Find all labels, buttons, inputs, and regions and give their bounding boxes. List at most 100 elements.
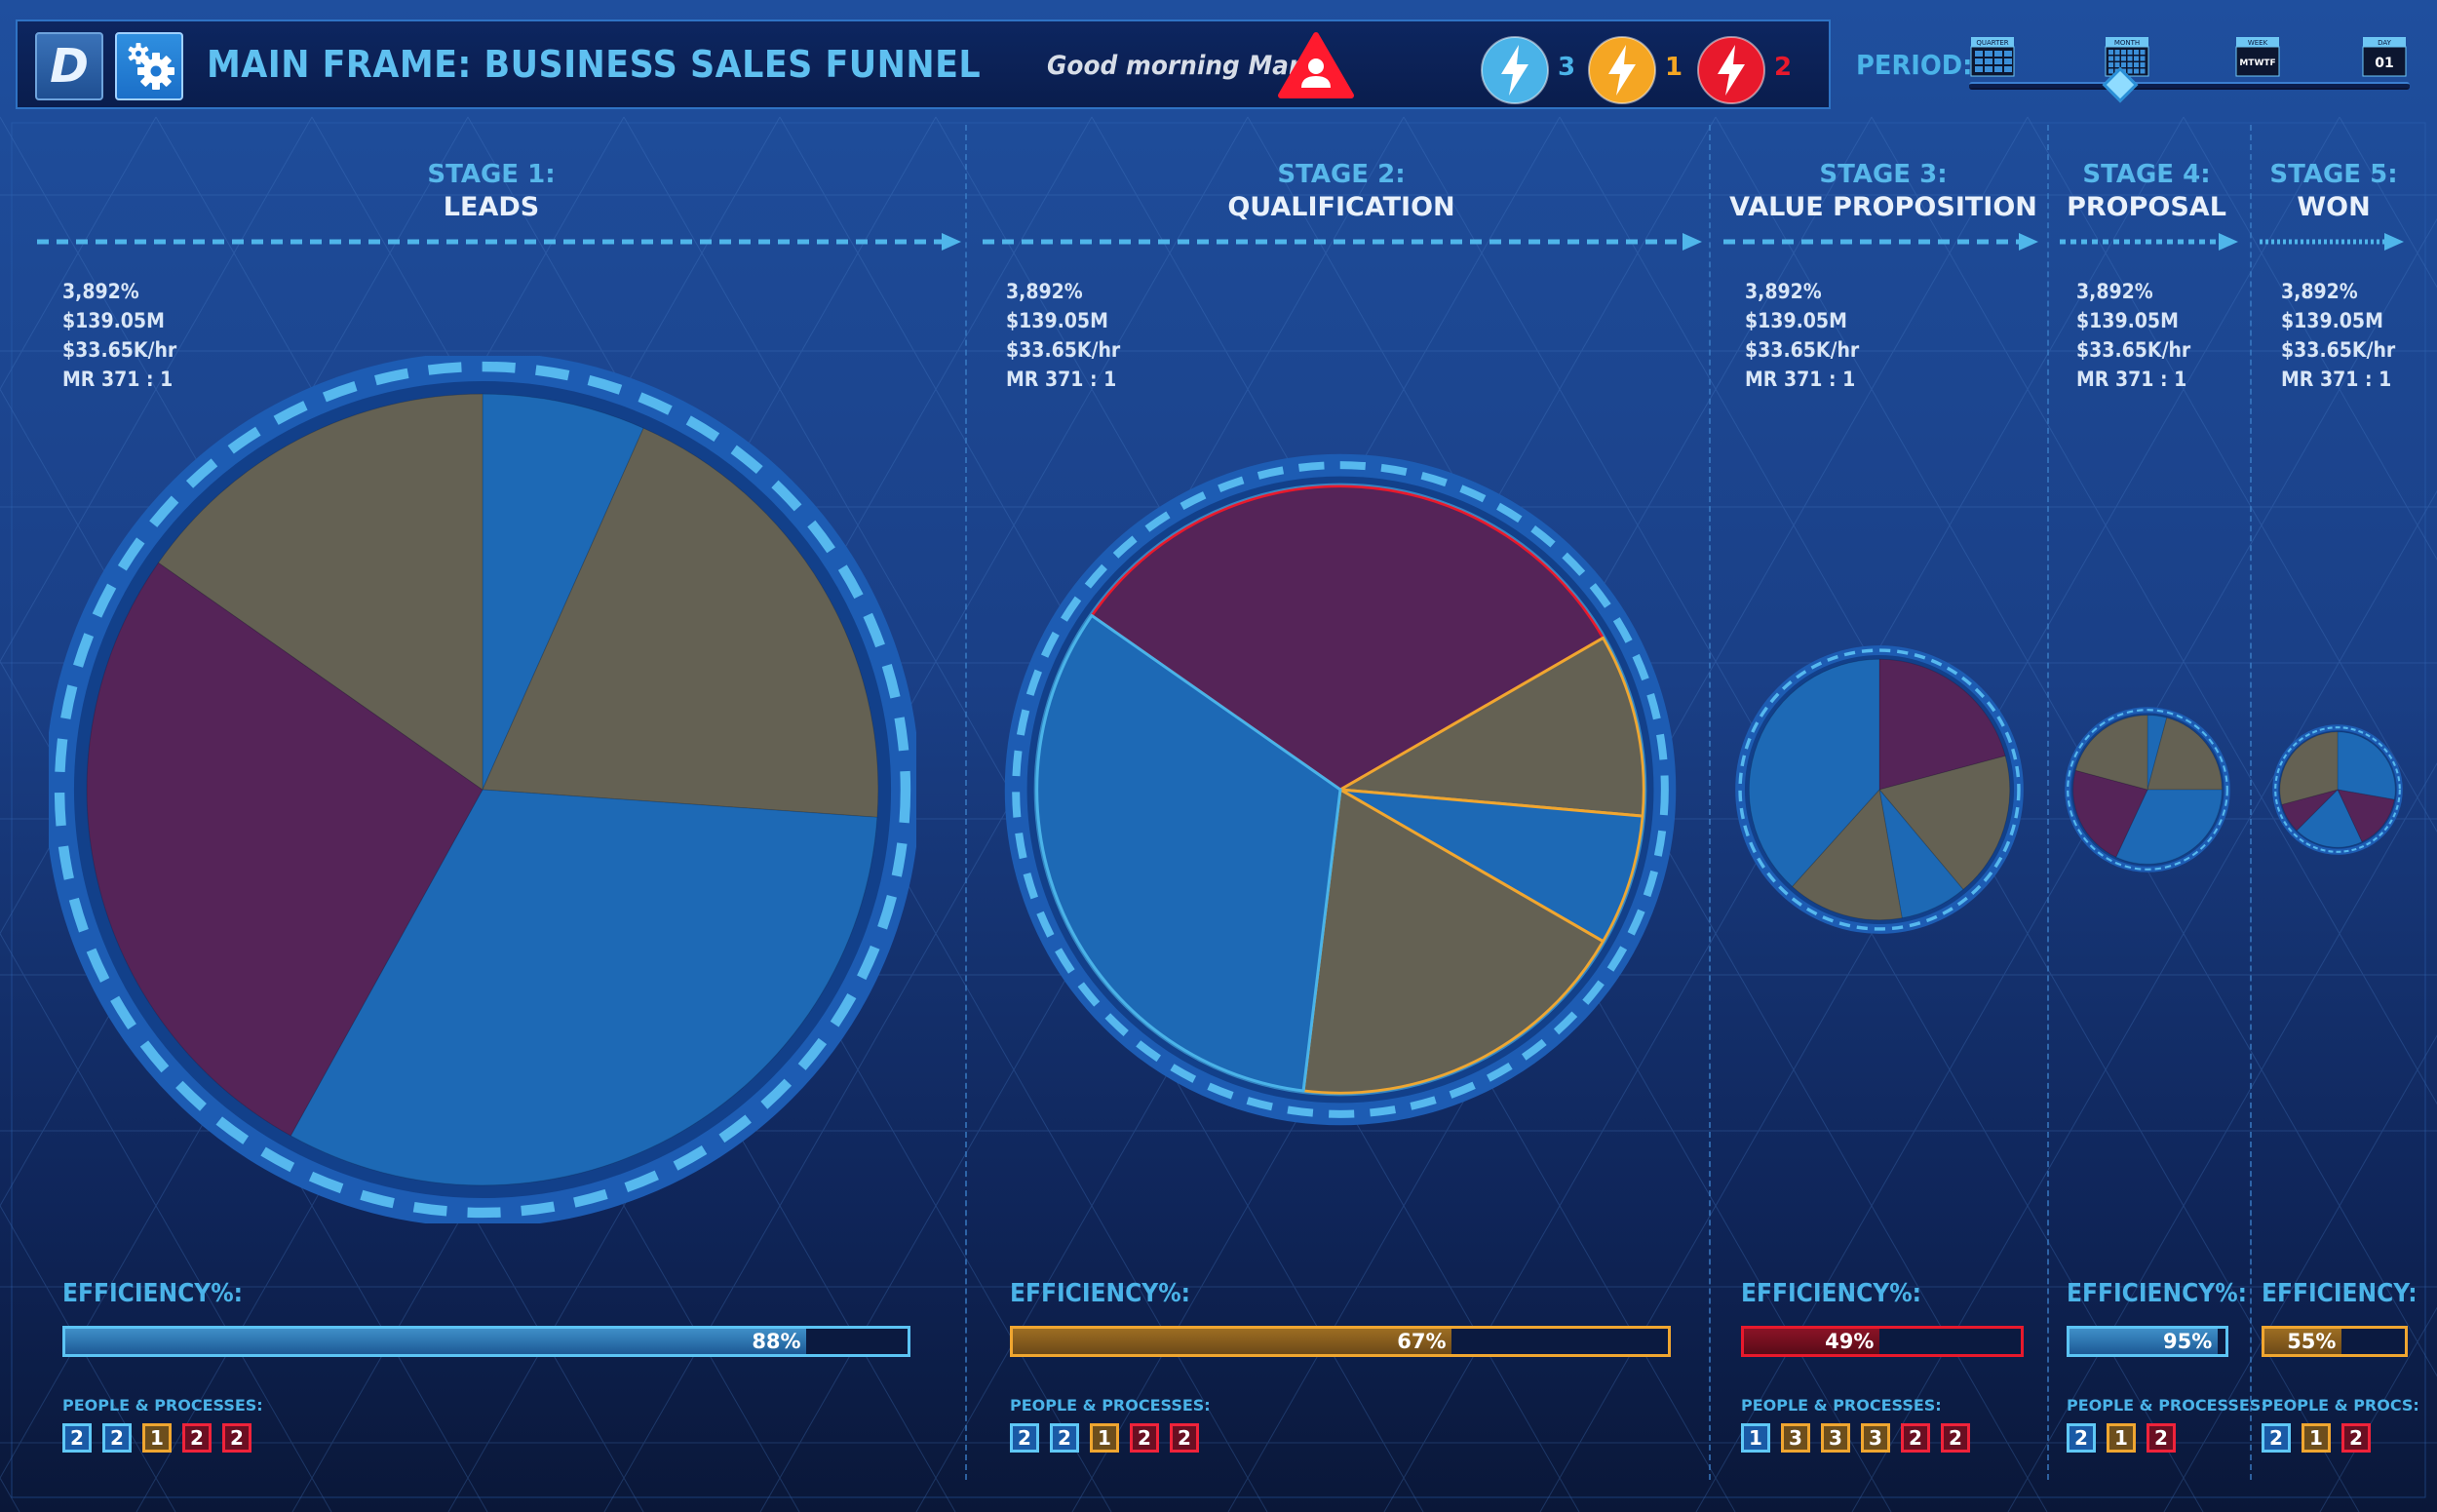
rate-stat: $33.65K/hr (2076, 338, 2191, 362)
pie-slice-1 (1878, 658, 2006, 791)
people-process-badge[interactable]: 2 (2067, 1423, 2096, 1453)
people-process-badge[interactable]: 2 (1170, 1423, 1199, 1453)
alert-count: 1 (1665, 53, 1683, 82)
pie-slice-3 (1338, 788, 1644, 944)
people-process-badge[interactable]: 2 (1901, 1423, 1930, 1453)
people-process-badge[interactable]: 3 (1781, 1423, 1810, 1453)
pie-svg (2065, 707, 2230, 872)
period-slider-track[interactable] (1969, 82, 2410, 90)
people-process-badge[interactable]: 2 (1010, 1423, 1039, 1453)
people-processes-label: PEOPLE & PROCESSES: (1010, 1396, 1211, 1415)
efficiency-label: EFFICIENCY: (2262, 1279, 2418, 1308)
ratio-stat: MR 371 : 1 (2076, 368, 2187, 391)
conversion-stat: 3,892% (62, 280, 139, 303)
people-process-badge[interactable]: 2 (2341, 1423, 2371, 1453)
week-days: MTWTF (2239, 58, 2275, 68)
pie-slice-1 (482, 393, 644, 791)
conversion-stat: 3,892% (1745, 280, 1822, 303)
people-process-badge[interactable]: 2 (2147, 1423, 2176, 1453)
stage-pie-chart[interactable] (45, 352, 920, 1227)
people-process-badge[interactable]: 2 (1050, 1423, 1079, 1453)
stage-name: VALUE PROPOSITION (1729, 192, 2037, 222)
pie-slice-2 (2337, 789, 2395, 843)
people-processes-label: PEOPLE & PROCESSES: (1741, 1396, 1942, 1415)
ratio-stat: MR 371 : 1 (1006, 368, 1117, 391)
period-option-day[interactable]: DAY 01 (2361, 35, 2408, 82)
efficiency-bar: 95% (2067, 1326, 2228, 1357)
efficiency-bar: 88% (62, 1326, 910, 1357)
pie-svg (2272, 724, 2403, 855)
pie-slice-2 (482, 427, 879, 818)
page-title: MAIN FRAME: BUSINESS SALES FUNNEL (207, 43, 982, 86)
pie-slice-1 (2337, 731, 2396, 800)
rate-stat: $33.65K/hr (1006, 338, 1121, 362)
people-process-badge[interactable]: 2 (2262, 1423, 2291, 1453)
people-process-badge[interactable]: 2 (102, 1423, 132, 1453)
pie-svg (45, 352, 920, 1227)
period-option-month[interactable]: MONTH (2104, 35, 2150, 82)
pie-slice-3 (1878, 789, 1964, 919)
stage-pie-chart[interactable] (2258, 710, 2418, 873)
pie-slice-4 (2072, 769, 2148, 858)
stage-pie-chart[interactable] (1003, 452, 1678, 1131)
people-process-badge[interactable]: 2 (1130, 1423, 1159, 1453)
people-process-badge[interactable]: 3 (1861, 1423, 1890, 1453)
stage-name: WON (2297, 192, 2371, 222)
conversion-stat: 3,892% (2076, 280, 2153, 303)
pie-slice-2 (1878, 755, 2011, 890)
flow-arrow-icon (37, 233, 961, 251)
rate-stat: $33.65K/hr (1745, 338, 1860, 362)
people-process-badge[interactable]: 1 (2107, 1423, 2136, 1453)
people-process-badge[interactable]: 1 (2302, 1423, 2331, 1453)
efficiency-value: 88% (752, 1330, 801, 1353)
calendar-label: DAY (2378, 39, 2392, 47)
people-process-badge[interactable]: 1 (1090, 1423, 1119, 1453)
people-process-badge[interactable]: 2 (62, 1423, 92, 1453)
alert-count: 2 (1774, 53, 1793, 82)
settings-button[interactable] (115, 32, 183, 100)
calendar-label: QUARTER (1976, 39, 2008, 47)
pie-slice-3 (2296, 789, 2363, 848)
people-process-badge[interactable]: 2 (1941, 1423, 1970, 1453)
efficiency-value: 49% (1825, 1330, 1875, 1353)
conversion-stat: 3,892% (2281, 280, 2358, 303)
stage-stats: 3,892% $139.05M $33.65K/hr MR 371 : 1 (1006, 277, 1133, 394)
pie-slice-1 (1090, 485, 1605, 792)
people-process-badge[interactable]: 2 (222, 1423, 251, 1453)
stage-stats: 3,892% $139.05M $33.65K/hr MR 371 : 1 (2076, 277, 2203, 394)
efficiency-fill (2264, 1329, 2342, 1354)
pie-dashed-ring (1012, 461, 1669, 1118)
pie-slice-4 (86, 562, 484, 1137)
pie-slice-3 (2115, 789, 2223, 865)
efficiency-fill (1744, 1329, 1880, 1354)
efficiency-bar: 55% (2262, 1326, 2408, 1357)
stage-divider (1709, 125, 1711, 1480)
pie-slice-4 (1301, 788, 1605, 1095)
stage-pie-chart[interactable] (2050, 692, 2245, 891)
greeting-text: Good morning Mark! (1047, 51, 1329, 81)
people-process-badge[interactable]: 1 (1741, 1423, 1770, 1453)
revenue-stat: $139.05M (2076, 309, 2179, 332)
pie-slice-4 (2281, 789, 2339, 832)
user-alert-button[interactable] (1277, 31, 1355, 101)
period-option-week[interactable]: WEEK MTWTF (2234, 35, 2281, 82)
period-option-quarter[interactable]: QUARTER (1969, 35, 2016, 82)
app-logo-button[interactable]: D (35, 32, 103, 100)
stage-title: STAGE 3: VALUE PROPOSITION (1688, 158, 2078, 224)
people-process-badge[interactable]: 1 (142, 1423, 172, 1453)
pie-slice-5 (2074, 715, 2148, 791)
revenue-stat: $139.05M (1745, 309, 1847, 332)
people-processes-label: PEOPLE & PROCS: (2262, 1396, 2419, 1415)
stage-pie-chart[interactable] (1723, 634, 2035, 950)
people-process-badge[interactable]: 2 (182, 1423, 212, 1453)
flow-arrow-icon (983, 233, 1702, 251)
flow-arrow-icon (1723, 233, 2038, 251)
calendar-icon: WEEK MTWTF (2235, 37, 2280, 77)
stage-number: STAGE 4: (2082, 160, 2211, 189)
people-process-badge[interactable]: 3 (1821, 1423, 1850, 1453)
efficiency-bar: 67% (1010, 1326, 1671, 1357)
